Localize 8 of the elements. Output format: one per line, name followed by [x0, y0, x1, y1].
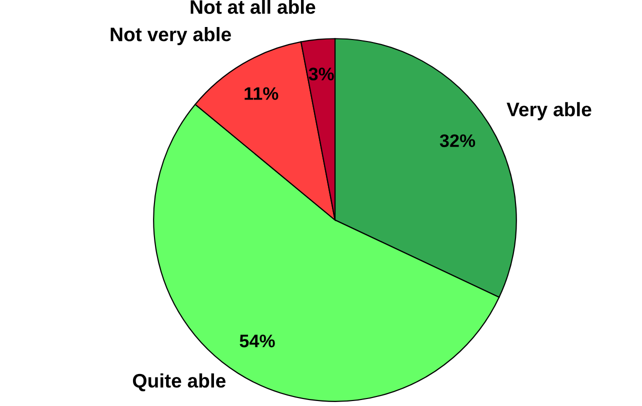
slice-label: Not at all able [190, 0, 316, 14]
slice-label: Very able [506, 102, 592, 120]
data-label: 54% [240, 334, 275, 348]
data-label: 32% [440, 134, 476, 148]
data-label: 3% [308, 68, 334, 80]
slice-label: Quite able [132, 373, 226, 392]
slice-label: Not very able [110, 27, 231, 46]
data-label: 11% [244, 87, 278, 100]
